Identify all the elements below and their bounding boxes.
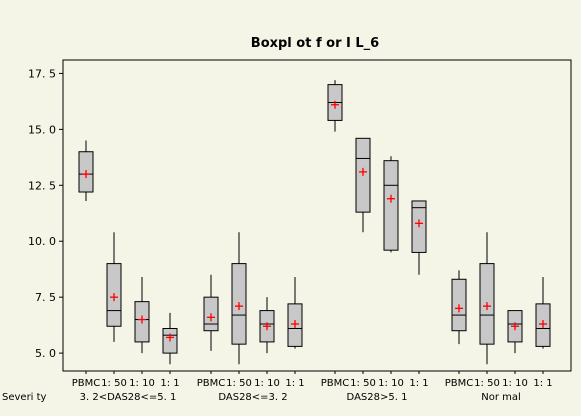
x-tick-label: 1: 10 bbox=[378, 378, 404, 389]
group-label: DAS28>5. 1 bbox=[347, 392, 408, 403]
group-label: DAS28<=3. 2 bbox=[218, 392, 287, 403]
x-tick-label: 1: 50 bbox=[226, 378, 252, 389]
y-tick-label: 17. 5 bbox=[28, 67, 56, 80]
box bbox=[383, 160, 399, 251]
y-tick-label: 7. 5 bbox=[35, 291, 56, 304]
x-tick-label: 1: 10 bbox=[129, 378, 155, 389]
boxes-layer bbox=[78, 80, 551, 365]
x-tick-label: 1: 50 bbox=[101, 378, 127, 389]
x-tick-label: 1: 1 bbox=[533, 378, 552, 389]
x-tick-label: 1: 1 bbox=[285, 378, 304, 389]
y-tick-label: 10. 0 bbox=[28, 235, 56, 248]
x-tick-label: 1: 10 bbox=[254, 378, 280, 389]
y-axis: 5. 0 7. 5 10. 0 12. 5 15. 0 17. 5 bbox=[28, 67, 63, 360]
grouping-label: Severi ty bbox=[2, 392, 47, 403]
group-label: 3. 2<DAS28<=5. 1 bbox=[80, 392, 177, 403]
group-label: Nor mal bbox=[481, 392, 521, 403]
x-tick-label: PBMC bbox=[445, 378, 474, 389]
x-tick-label: 1: 50 bbox=[350, 378, 376, 389]
x-tick-label: PBMC bbox=[197, 378, 226, 389]
x-tick-label: 1: 1 bbox=[160, 378, 179, 389]
y-tick-label: 15. 0 bbox=[28, 123, 56, 136]
chart-title: Boxpl ot f or I L_6 bbox=[251, 36, 379, 51]
x-tick-label: 1: 10 bbox=[502, 378, 528, 389]
x-tick-label: 1: 1 bbox=[409, 378, 428, 389]
x-tick-label: 1: 50 bbox=[474, 378, 500, 389]
x-tick-label: PBMC bbox=[72, 378, 101, 389]
y-tick-label: 5. 0 bbox=[35, 347, 56, 360]
y-tick-label: 12. 5 bbox=[28, 179, 56, 192]
x-tick-label: PBMC bbox=[321, 378, 350, 389]
